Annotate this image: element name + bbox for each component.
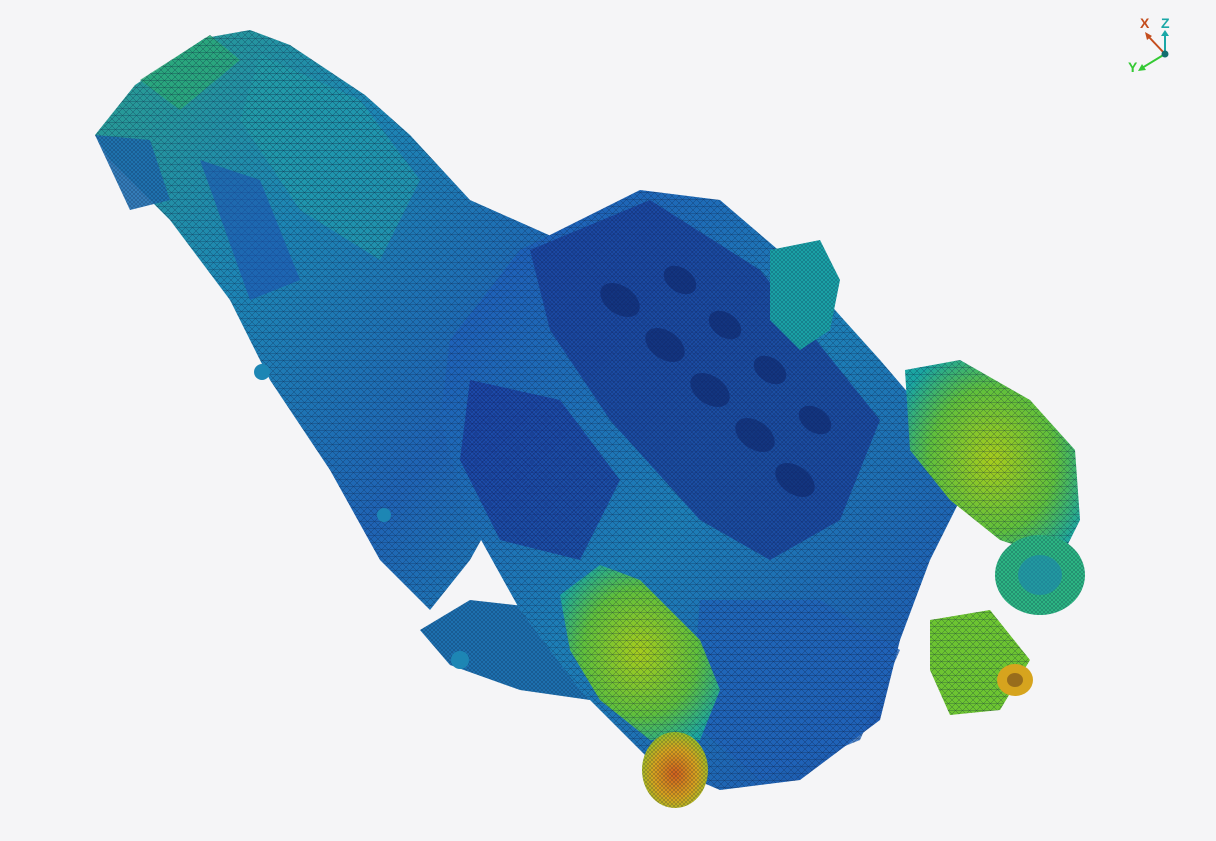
y-axis-arrow-icon (1138, 64, 1146, 71)
turbocharger-right (905, 360, 1085, 715)
y-axis-label: Y (1128, 59, 1138, 75)
turbocharger-left (560, 565, 720, 808)
triad-origin (1161, 50, 1169, 58)
y-axis-line (1141, 53, 1166, 69)
x-axis-line (1147, 35, 1166, 55)
orientation-triad[interactable]: X Z Y (1128, 14, 1184, 78)
x-axis-arrow-icon (1145, 32, 1152, 40)
accessory-unit (770, 240, 840, 350)
x-axis-label: X (1140, 15, 1150, 31)
triad-axes (1138, 30, 1169, 71)
z-axis-arrow-icon (1161, 30, 1169, 36)
mount-bosses (254, 364, 469, 669)
z-axis-label: Z (1161, 15, 1170, 31)
